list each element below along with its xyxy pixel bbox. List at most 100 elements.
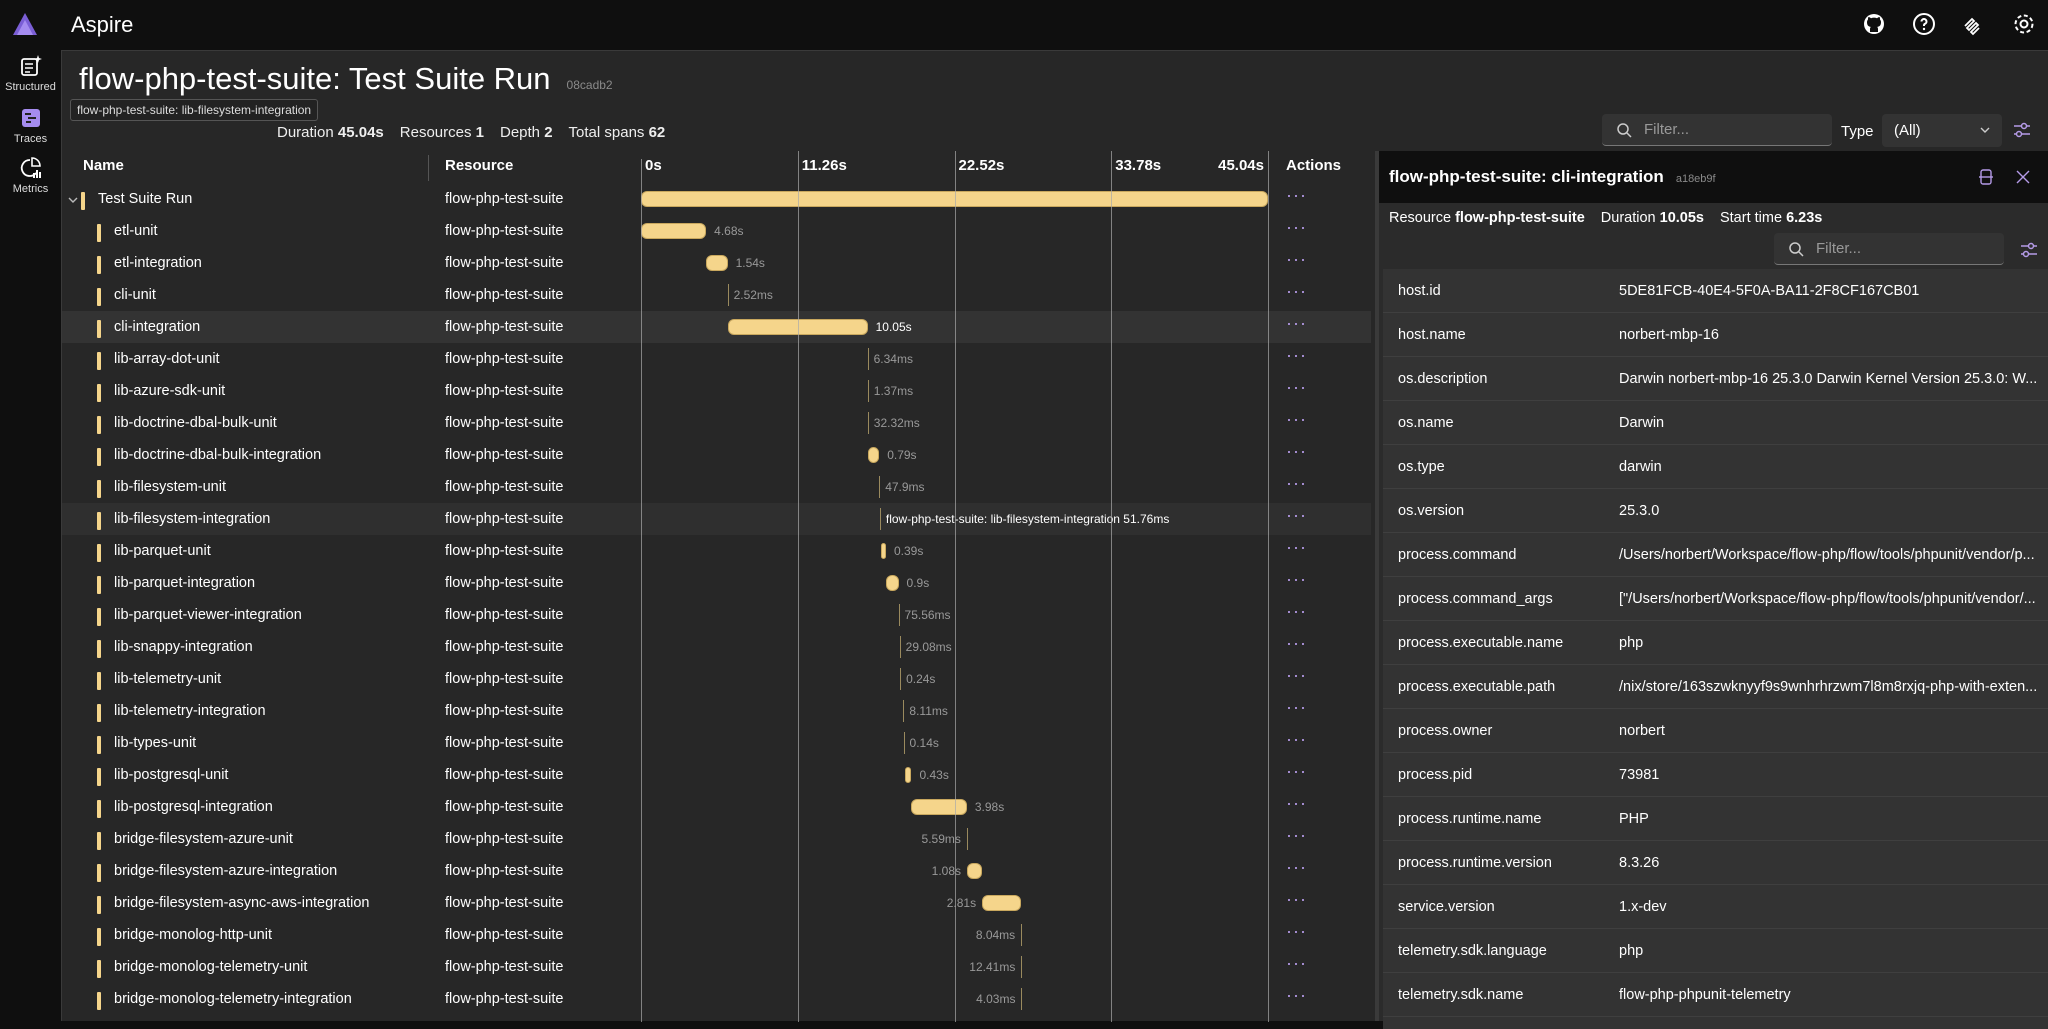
attribute-value[interactable]: 25.3.0 <box>1619 503 1660 519</box>
more-actions-button[interactable]: ··· <box>1286 985 1307 1005</box>
span-name[interactable]: bridge-filesystem-azure-unit <box>114 831 293 847</box>
table-row[interactable]: lib-snappy-integration flow-php-test-suit… <box>62 631 1371 663</box>
table-row[interactable]: lib-doctrine-dbal-bulk-unit flow-php-test… <box>62 407 1371 439</box>
table-row[interactable]: bridge-filesystem-async-aws-integration f… <box>62 887 1371 919</box>
close-icon[interactable] <box>2016 170 2030 184</box>
attribute-row[interactable]: telemetry.sdk.name flow-php-phpunit-telem… <box>1383 973 2048 1017</box>
attribute-row[interactable]: os.type darwin <box>1383 445 2048 489</box>
filter-settings-icon[interactable] <box>2013 121 2031 139</box>
span-bar[interactable] <box>982 895 1022 911</box>
span-bar[interactable] <box>1021 956 1023 978</box>
span-name[interactable]: bridge-monolog-telemetry-unit <box>114 959 308 975</box>
more-actions-button[interactable]: ··· <box>1286 505 1307 525</box>
attribute-value[interactable]: php <box>1619 635 1644 651</box>
more-actions-button[interactable]: ··· <box>1286 217 1307 237</box>
span-name[interactable]: lib-azure-sdk-unit <box>114 383 226 399</box>
table-row[interactable]: lib-types-unit flow-php-test-suite 0.14s ··… <box>62 727 1371 759</box>
span-bar[interactable] <box>903 732 905 754</box>
attribute-row[interactable]: os.name Darwin <box>1383 401 2048 445</box>
app-title[interactable]: Aspire <box>71 12 134 37</box>
span-name[interactable]: lib-doctrine-dbal-bulk-unit <box>114 415 277 431</box>
dashboard-settings-icon[interactable] <box>1962 12 1986 36</box>
table-row[interactable]: bridge-monolog-telemetry-integration flow… <box>62 983 1371 1015</box>
more-actions-button[interactable]: ··· <box>1286 953 1307 973</box>
table-row[interactable]: lib-postgresql-integration flow-php-test-… <box>62 791 1371 823</box>
more-actions-button[interactable]: ··· <box>1286 729 1307 749</box>
more-actions-button[interactable]: ··· <box>1286 697 1307 717</box>
span-name[interactable]: bridge-monolog-http-unit <box>114 927 272 943</box>
table-row[interactable]: etl-integration flow-php-test-suite 1.54s ·… <box>62 247 1371 279</box>
span-name[interactable]: bridge-monolog-telemetry-integration <box>114 991 352 1007</box>
span-name[interactable]: lib-filesystem-unit <box>114 479 226 495</box>
table-row[interactable]: lib-array-dot-unit flow-php-test-suite 6.3… <box>62 343 1371 375</box>
attribute-value[interactable]: PHP <box>1619 811 1649 827</box>
help-icon[interactable] <box>1912 12 1936 36</box>
span-bar[interactable] <box>886 575 899 591</box>
more-actions-button[interactable]: ··· <box>1286 441 1307 461</box>
more-actions-button[interactable]: ··· <box>1286 921 1307 941</box>
span-bar[interactable] <box>867 412 869 434</box>
column-header-name[interactable]: Name <box>83 157 124 174</box>
attribute-value[interactable]: norbert <box>1619 723 1665 739</box>
span-bar[interactable] <box>898 604 900 626</box>
span-name[interactable]: lib-telemetry-integration <box>114 703 266 719</box>
table-row[interactable]: lib-parquet-viewer-integration flow-php-t… <box>62 599 1371 631</box>
table-row[interactable]: etl-unit flow-php-test-suite 4.68s ··· <box>62 215 1371 247</box>
attribute-value[interactable]: norbert-mbp-16 <box>1619 327 1719 343</box>
more-actions-button[interactable]: ··· <box>1286 345 1307 365</box>
span-name[interactable]: lib-parquet-integration <box>114 575 256 591</box>
github-icon[interactable] <box>1862 12 1886 36</box>
type-select[interactable]: (All) <box>1882 114 2002 147</box>
attribute-value[interactable]: 73981 <box>1619 767 1660 783</box>
table-row[interactable]: lib-telemetry-unit flow-php-test-suite 0.2… <box>62 663 1371 695</box>
attribute-row[interactable]: process.owner norbert <box>1383 709 2048 753</box>
span-name[interactable]: etl-unit <box>114 223 158 239</box>
attribute-value[interactable]: 5DE81FCB-40E4-5F0A-BA11-2F8CF167CB01 <box>1619 283 1920 299</box>
column-resizer[interactable] <box>428 155 429 181</box>
span-name[interactable]: cli-unit <box>114 287 156 303</box>
table-row[interactable]: Test Suite Run flow-php-test-suite ··· <box>62 183 1371 215</box>
attribute-value[interactable]: flow-php-phpunit-telemetry <box>1619 987 1791 1003</box>
span-bar[interactable] <box>966 828 968 850</box>
column-header-resource[interactable]: Resource <box>445 157 514 174</box>
span-name[interactable]: bridge-filesystem-async-aws-integration <box>114 895 370 911</box>
attribute-row[interactable]: process.command/Users/norbert/Workspace/… <box>1383 533 2048 577</box>
table-row[interactable]: cli-unit flow-php-test-suite 2.52ms ··· <box>62 279 1371 311</box>
more-actions-button[interactable]: ··· <box>1286 409 1307 429</box>
attribute-row[interactable]: os.description Darwin norbert-mbp-16 25.3… <box>1383 357 2048 401</box>
more-actions-button[interactable]: ··· <box>1286 793 1307 813</box>
table-row[interactable]: lib-parquet-integration flow-php-test-sui… <box>62 567 1371 599</box>
attribute-row[interactable]: telemetry.sdk.language php <box>1383 929 2048 973</box>
filter-settings-icon[interactable] <box>2020 241 2038 259</box>
attribute-row[interactable]: process.command_args ["/Users/norbert/Wor… <box>1383 577 2048 621</box>
table-row[interactable]: cli-integration flow-php-test-suite 10.05s… <box>62 311 1371 343</box>
table-row[interactable]: bridge-monolog-http-unit flow-php-test-su… <box>62 919 1371 951</box>
span-name[interactable]: lib-postgresql-integration <box>114 799 273 815</box>
trace-filter-input[interactable]: Filter... <box>1602 114 1832 146</box>
span-bar[interactable] <box>967 863 983 879</box>
span-bar[interactable] <box>868 447 880 463</box>
expand-chevron-icon[interactable] <box>68 195 78 205</box>
attribute-value[interactable]: Darwin norbert-mbp-16 25.3.0 Darwin Kern… <box>1619 371 2038 387</box>
more-actions-button[interactable]: ··· <box>1286 825 1307 845</box>
more-actions-button[interactable]: ··· <box>1286 281 1307 301</box>
more-actions-button[interactable]: ··· <box>1286 761 1307 781</box>
aspire-logo-icon[interactable] <box>12 12 38 36</box>
attribute-value[interactable]: /Users/norbert/Workspace/flow-php/flow/t… <box>1619 547 2035 563</box>
attribute-row[interactable]: host.id 5DE81FCB-40E4-5F0A-BA11-2F8CF167C… <box>1383 269 2048 313</box>
span-name[interactable]: lib-parquet-unit <box>114 543 211 559</box>
attribute-row[interactable]: process.pid 73981 <box>1383 753 2048 797</box>
span-bar[interactable] <box>641 223 707 239</box>
more-actions-button[interactable]: ··· <box>1286 537 1307 557</box>
span-bar[interactable] <box>880 543 886 559</box>
table-row[interactable]: bridge-filesystem-azure-unit flow-php-tes… <box>62 823 1371 855</box>
more-actions-button[interactable]: ··· <box>1286 665 1307 685</box>
attribute-value[interactable]: darwin <box>1619 459 1662 475</box>
attribute-filter-input[interactable]: Filter... <box>1774 233 2004 265</box>
span-bar[interactable] <box>899 636 901 658</box>
span-bar[interactable] <box>879 508 881 530</box>
more-actions-button[interactable]: ··· <box>1286 889 1307 909</box>
table-row[interactable]: lib-telemetry-integration flow-php-test-s… <box>62 695 1371 727</box>
span-name[interactable]: lib-snappy-integration <box>114 639 253 655</box>
more-actions-button[interactable]: ··· <box>1286 857 1307 877</box>
